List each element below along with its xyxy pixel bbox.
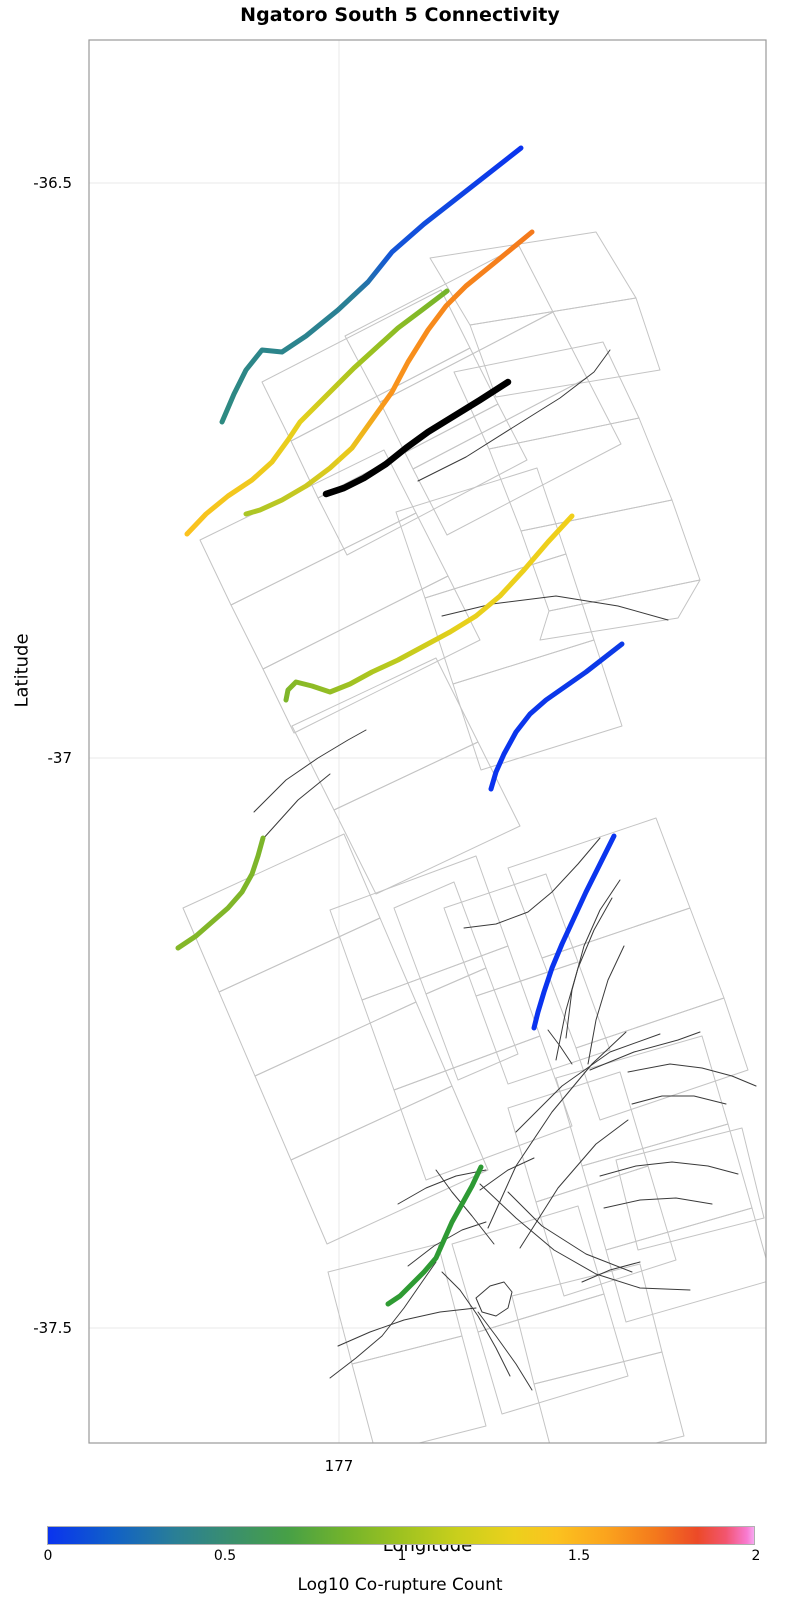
fault-polygon (291, 657, 479, 811)
colorbar-label: Log10 Co-rupture Count (297, 1575, 503, 1595)
fault-polygon (254, 1001, 453, 1161)
fault-polygon (425, 967, 519, 1081)
fault-trace (515, 1033, 661, 1133)
fault-polygon (615, 1127, 765, 1251)
fault-traces (253, 349, 757, 1391)
connectivity-path-10 (531, 833, 617, 1031)
fault-trace (627, 1063, 757, 1087)
connectivity-path-1 (219, 145, 524, 425)
page-title: Ngatoro South 5 Connectivity (240, 4, 560, 26)
connectivity-path-11 (385, 1164, 484, 1307)
fault-polygon (199, 449, 417, 606)
fault-polygon (575, 997, 749, 1121)
fault-trace (417, 349, 611, 482)
fault-polygon (511, 1263, 663, 1385)
fault-polygon (605, 1207, 766, 1323)
colorbar-tick-3: 1.5 (567, 1548, 591, 1564)
connectivity-path-4 (184, 288, 450, 537)
fault-trace (337, 1307, 477, 1347)
fault-polygon (262, 575, 481, 734)
x-tick-label-0: 177 (324, 1457, 354, 1475)
fault-polygon (477, 1293, 629, 1415)
fault-trace (441, 595, 669, 621)
colorbar (47, 1526, 755, 1545)
fault-polygon (412, 377, 622, 536)
fault-trace (603, 1197, 713, 1209)
fault-trace (261, 773, 331, 841)
fault-polygon (507, 1071, 649, 1203)
fault-trace (487, 1031, 627, 1229)
fault-trace (407, 1221, 487, 1267)
fault-polygon (452, 639, 623, 771)
connectivity-path-9 (175, 835, 266, 951)
y-tick-label-1: -37 (47, 749, 73, 767)
fault-trace (463, 837, 601, 929)
source-fault-highlight (322, 378, 512, 498)
colorbar-tick-2: 1 (397, 1548, 407, 1564)
fault-trace (565, 879, 621, 1039)
fault-polygon (290, 1085, 489, 1245)
fault-trace (479, 1157, 535, 1191)
fault-polygon (451, 1205, 605, 1333)
colorbar-tick-4: 2 (751, 1548, 761, 1564)
connectivity-path-8 (488, 641, 625, 792)
fault-trace (581, 1261, 641, 1283)
fault-trace (599, 1161, 739, 1177)
fault-trace (587, 945, 625, 1065)
y-tick-label-0: -36.5 (33, 174, 72, 192)
fault-trace (477, 1311, 533, 1391)
fault-polygon (395, 467, 567, 599)
fault-polygon (393, 1035, 573, 1181)
fault-polygon (351, 1335, 487, 1443)
fault-polygon (535, 1165, 677, 1297)
fault-trace (441, 1271, 511, 1377)
fault-trace (479, 1183, 691, 1291)
fault-trace (519, 1119, 629, 1249)
fault-polygon (539, 579, 701, 641)
fault-trace (589, 1031, 701, 1071)
fault-trace (329, 1261, 437, 1379)
fault-polygon (327, 1243, 463, 1365)
fault-trace (507, 1191, 633, 1273)
connectivity-path-5 (283, 513, 575, 703)
fault-polygon (317, 403, 528, 556)
y-tick-label-2: -37.5 (33, 1319, 72, 1337)
fault-polygon (333, 741, 521, 895)
fault-trace (253, 729, 367, 813)
fault-polygon (533, 1351, 685, 1443)
fault-surface-polygons (182, 231, 766, 1443)
connectivity-paths (175, 145, 625, 1307)
fault-polygon (218, 917, 417, 1077)
fault-trace (631, 1095, 727, 1105)
grid-lines (89, 40, 766, 1443)
connectivity-path-3 (243, 229, 535, 517)
fault-trace (397, 1169, 487, 1205)
colorbar-tick-0: 0 (43, 1548, 53, 1564)
fault-trace-closed-loop (475, 1281, 513, 1317)
fault-polygon (429, 231, 637, 326)
fault-polygon (520, 499, 701, 612)
fault-polygon (475, 961, 611, 1085)
colorbar-tick-1: 0.5 (213, 1548, 237, 1564)
fault-polygon (469, 297, 661, 398)
axes-spine-box (88, 39, 767, 1444)
fault-polygon (424, 553, 595, 685)
fault-trace (547, 1029, 573, 1065)
